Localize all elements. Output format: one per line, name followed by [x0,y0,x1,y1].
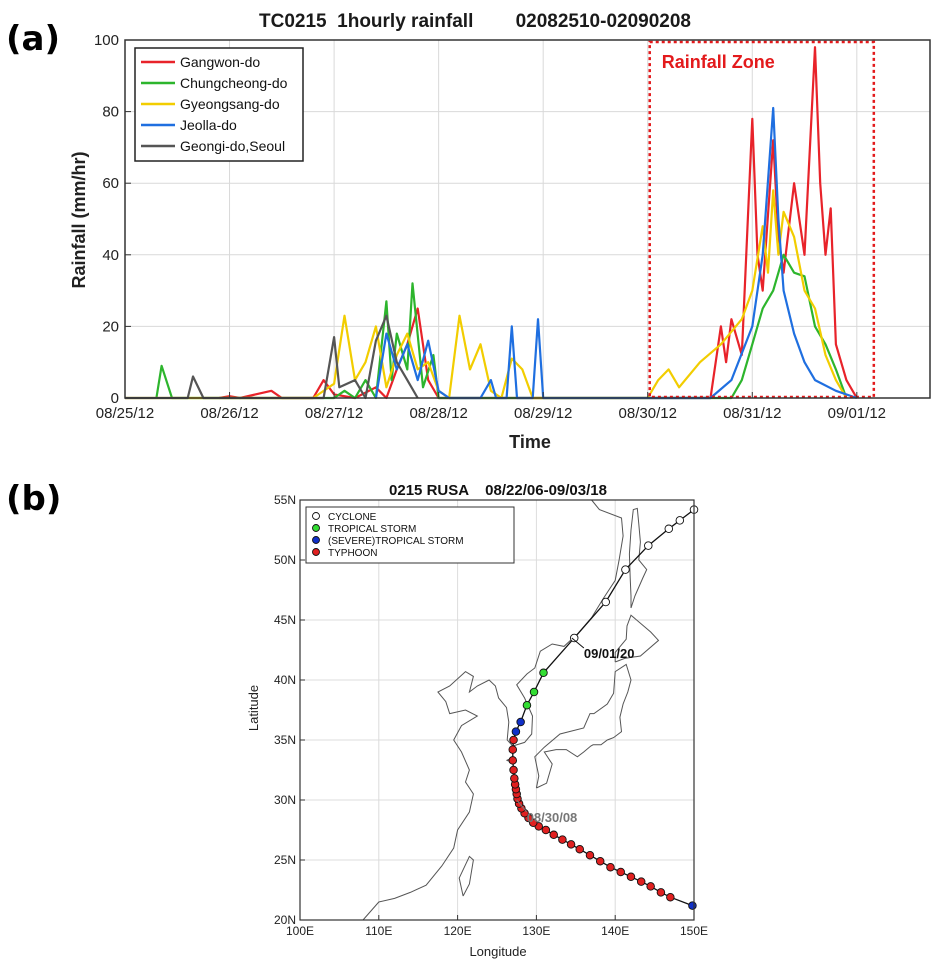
rainfall-x-tick-label: 09/01/12 [828,405,886,422]
map-x-tick-label: 110E [365,924,392,938]
track-point [688,901,697,910]
track-point [508,756,518,765]
track-point [558,835,567,844]
track-legend-box [305,506,515,564]
track-map-x-axis-label: Longitude [469,944,526,959]
panel-b-label: (b) [6,479,61,519]
track-point [664,524,674,534]
track-point [510,774,519,783]
rainfall-x-tick-label: 08/31/12 [723,405,781,422]
coastline [614,614,660,663]
track-legend-marker [312,548,320,556]
track-point [601,597,610,607]
track-legend-marker [312,512,320,520]
coastline [534,663,632,789]
series-line-geongi-do-seoul [125,314,419,400]
annotation-leader [516,799,528,813]
track-point [569,633,579,643]
track-point [541,825,551,835]
track-point [595,856,605,866]
rainfall-x-tick-label: 08/29/12 [514,405,572,422]
track-point [516,717,525,727]
track-point [522,700,532,710]
legend-entry: Geongi-do,Seoul [180,138,285,154]
rainfall-line-chart: TC0215 1hourly rainfall 02082510-0209020… [69,11,931,452]
track-legend-entry: TYPHOON [328,548,377,559]
rainfall-x-tick-label: 08/26/12 [200,405,258,422]
coastline [458,855,474,897]
track-point [675,516,685,525]
track-point [508,745,518,754]
track-map-y-axis-label: Latitude [246,685,261,731]
track-point [539,668,548,678]
track-point [566,840,576,849]
typhoon-track-map: 0215 RUSA 08/22/06-09/03/18 Longitude La… [246,482,708,959]
rainfall-x-axis-label: Time [509,432,551,452]
legend-entry: Gyeongsang-do [180,96,280,112]
track-point [509,735,518,745]
rainfall-chart-title: TC0215 1hourly rainfall 02082510-0209020… [259,11,691,32]
rainfall-y-tick-label: 0 [111,390,119,407]
coastline [628,507,648,609]
track-point [616,867,625,877]
track-legend-entry: (SEVERE)TROPICAL STORM [328,536,464,547]
track-point [585,850,595,860]
map-y-tick-label: 30N [274,793,296,807]
track-point [666,892,675,902]
map-x-tick-label: 140E [601,924,629,938]
map-y-tick-label: 45N [274,613,296,627]
map-y-tick-label: 35N [274,733,296,747]
track-annotation-label: 09/01/20 [584,646,635,661]
track-annotation-label: 08/30/08 [527,810,578,825]
annotation-leader [571,637,585,649]
legend-entry: Jeolla-do [180,117,237,133]
track-point [575,844,584,854]
track-map-title: 0215 RUSA 08/22/06-09/03/18 [389,482,607,499]
map-x-tick-label: 120E [444,924,472,938]
map-y-tick-label: 40N [274,673,296,687]
track-legend-entry: CYCLONE [328,512,377,523]
rainfall-axes-frame [124,39,931,399]
track-legend-entry: TROPICAL STORM [328,524,416,535]
track-map-axes-frame [299,499,695,921]
track-legend-marker [312,524,320,532]
legend-entry: Chungcheong-do [180,75,288,91]
track-point [636,877,646,886]
map-y-tick-label: 20N [274,913,296,927]
track-point [509,765,518,775]
rainfall-x-tick-label: 08/25/12 [96,405,154,422]
rainfall-y-axis-label: Rainfall (mm/hr) [69,151,89,288]
rainfall-y-tick-label: 60 [102,175,119,192]
series-line-chungcheong-do [155,253,848,400]
track-point [626,872,636,882]
rainfall-y-tick-label: 100 [94,32,119,49]
track-point [644,541,653,550]
rainfall-x-tick-label: 08/27/12 [305,405,363,422]
rainfall-y-tick-label: 20 [102,318,119,335]
track-legend-marker [312,536,320,544]
map-x-tick-label: 100E [286,924,314,938]
rainfall-zone-box [648,40,876,399]
track-point [656,888,666,897]
legend-entry: Gangwon-do [180,54,260,70]
track-point [606,862,615,872]
rainfall-y-tick-label: 40 [102,247,119,264]
map-y-tick-label: 55N [274,493,296,507]
map-y-tick-label: 25N [274,853,296,867]
rainfall-y-tick-label: 80 [102,104,119,121]
track-point [511,727,521,736]
map-y-tick-label: 50N [274,553,296,567]
map-x-tick-label: 150E [680,924,708,938]
track-point [646,882,655,891]
rainfall-x-tick-label: 08/30/12 [619,405,677,422]
track-point [621,565,630,574]
panel-a-label: (a) [6,19,60,59]
track-point [529,687,539,697]
track-point [549,830,558,840]
map-x-tick-label: 130E [522,924,550,938]
rainfall-x-tick-label: 08/28/12 [409,405,467,422]
rainfall-zone-label: Rainfall Zone [662,52,775,72]
